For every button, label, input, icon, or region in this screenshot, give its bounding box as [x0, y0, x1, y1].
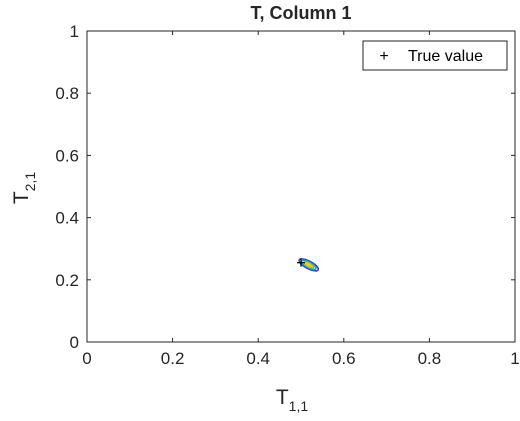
y-tick-label: 0: [70, 333, 79, 352]
chart-title: T, Column 1: [250, 3, 351, 23]
legend-box: [362, 40, 508, 71]
y-axis-label-main: T: [10, 191, 33, 204]
x-axis-ticks: 0 0.2 0.4 0.6 0.8 1: [82, 31, 520, 368]
svg-text:T2,1: T2,1: [10, 172, 38, 205]
x-axis-label: T1,1: [276, 386, 309, 414]
x-tick-label: 0.2: [161, 349, 185, 368]
y-tick-label: 0.8: [55, 84, 79, 103]
y-tick-label: 0.4: [55, 209, 79, 228]
x-axis-label-main: T: [276, 386, 289, 409]
x-tick-label: 0.4: [246, 349, 270, 368]
legend: + True value: [362, 40, 508, 71]
x-axis-label-subscript: 1,1: [289, 398, 309, 414]
x-tick-label: 0: [82, 349, 91, 368]
y-tick-label: 0.6: [55, 146, 79, 165]
x-tick-label: 0.6: [332, 349, 356, 368]
y-axis-label: T2,1: [10, 172, 38, 205]
legend-marker-icon: +: [379, 48, 388, 65]
x-tick-label: 0.8: [418, 349, 442, 368]
svg-text:T1,1: T1,1: [276, 386, 309, 414]
legend-label: True value: [408, 48, 483, 65]
y-axis-label-subscript: 2,1: [22, 172, 38, 192]
contour-level: [298, 258, 320, 272]
y-axis-ticks: 0 0.2 0.4 0.6 0.8 1: [55, 22, 515, 352]
y-tick-label: 0.2: [55, 271, 79, 290]
true-value-marker: [297, 258, 305, 267]
plot-area: [86, 30, 516, 343]
contour-level: [305, 262, 313, 268]
x-tick-label: 1: [510, 349, 519, 368]
y-tick-label: 1: [70, 22, 79, 41]
